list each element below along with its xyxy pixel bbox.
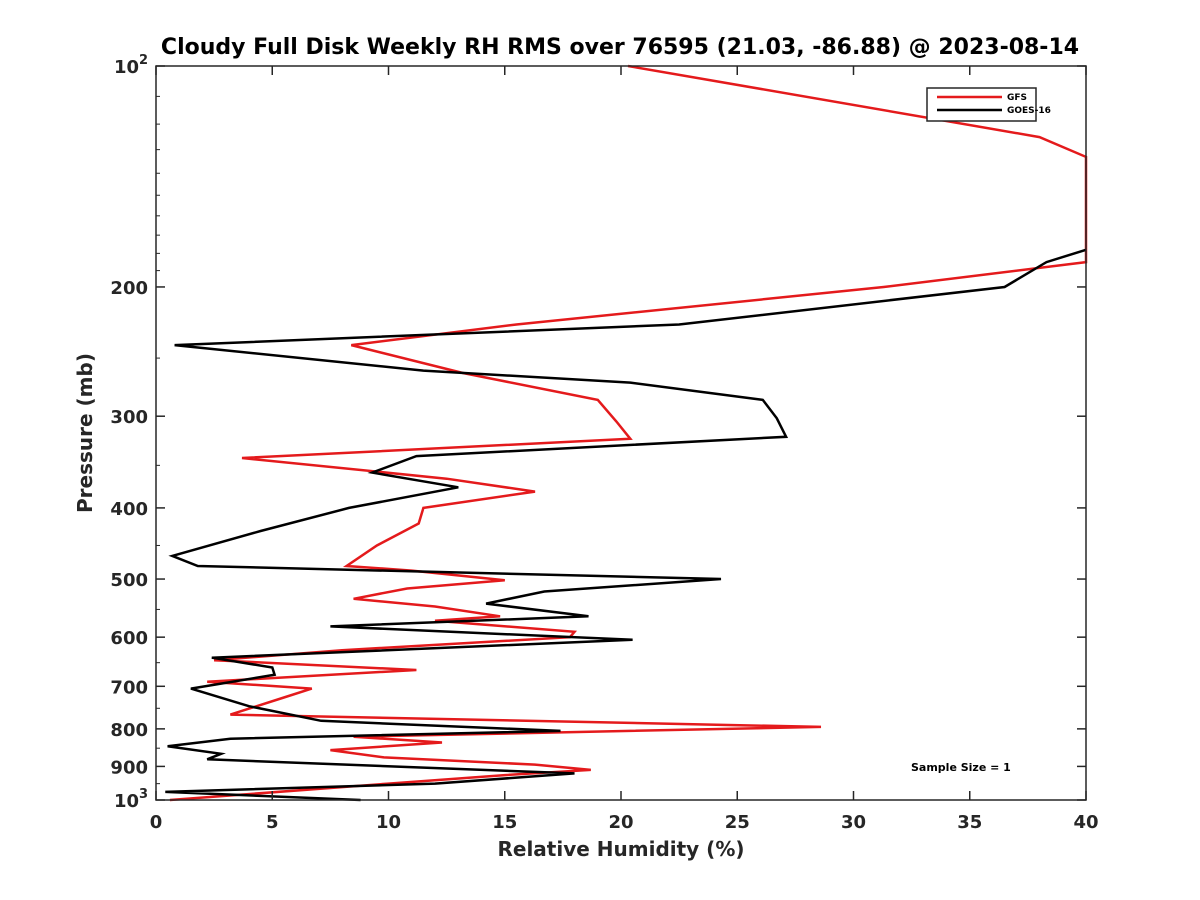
legend-label-gfs: GFS	[1007, 93, 1027, 103]
y-tick-label: 10	[114, 791, 139, 812]
legend-label-goes16: GOES-16	[1007, 106, 1051, 116]
y-axis-label: Pressure (mb)	[73, 353, 97, 513]
y-tick-label: 600	[110, 628, 148, 649]
y-tick-exponent: 3	[139, 787, 148, 802]
x-tick-label: 40	[1073, 812, 1098, 833]
y-tick-label: 200	[110, 278, 148, 299]
y-tick-label: 900	[110, 757, 148, 778]
y-tick-label: 700	[110, 677, 148, 698]
legend-box	[926, 87, 1037, 122]
chart-title: Cloudy Full Disk Weekly RH RMS over 7659…	[161, 35, 1079, 60]
x-tick-label: 35	[957, 812, 982, 833]
sample-size-annotation: Sample Size = 1	[911, 761, 1011, 774]
x-tick-label: 20	[608, 812, 633, 833]
x-tick-label: 0	[150, 812, 163, 833]
y-tick-label: 300	[110, 407, 148, 428]
y-tick-label: 800	[110, 720, 148, 741]
series-line-gfs	[169, 64, 1088, 802]
x-tick-label: 30	[841, 812, 866, 833]
x-tick-label: 25	[725, 812, 750, 833]
y-tick-label: 10	[114, 57, 139, 78]
series-layer	[165, 64, 1088, 802]
x-tick-label: 5	[266, 812, 279, 833]
x-tick-label: 10	[376, 812, 401, 833]
y-tick-label: 400	[110, 499, 148, 520]
series-line-goes16	[165, 248, 1087, 802]
legend: GFS GOES-16	[926, 87, 1051, 122]
x-tick-label: 15	[492, 812, 517, 833]
y-tick-exponent: 2	[139, 53, 148, 68]
y-tick-label: 500	[110, 570, 148, 591]
x-axis-label: Relative Humidity (%)	[497, 837, 744, 861]
plot-frame	[155, 65, 1087, 801]
